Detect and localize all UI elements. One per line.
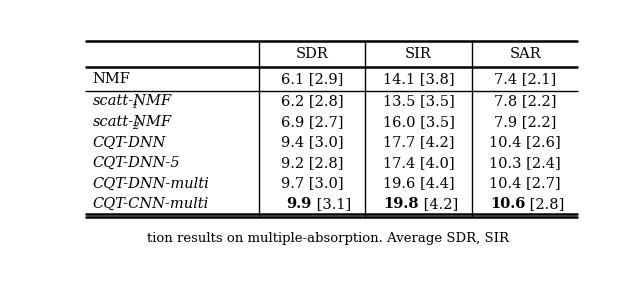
Text: 10.4 [2.6]: 10.4 [2.6] [490, 135, 561, 149]
Text: 2: 2 [132, 122, 138, 131]
Text: 1: 1 [132, 101, 138, 110]
Text: 7.4 [2.1]: 7.4 [2.1] [494, 72, 556, 86]
Text: CQT-DNN-5: CQT-DNN-5 [92, 156, 180, 170]
Text: 17.4 [4.0]: 17.4 [4.0] [383, 156, 454, 170]
Text: 6.1 [2.9]: 6.1 [2.9] [281, 72, 343, 86]
Text: [3.1]: [3.1] [312, 197, 351, 211]
Text: 13.5 [3.5]: 13.5 [3.5] [383, 94, 454, 108]
Text: 19.8: 19.8 [383, 197, 419, 211]
Text: 9.2 [2.8]: 9.2 [2.8] [280, 156, 343, 170]
Text: NMF: NMF [92, 72, 131, 86]
Text: 10.3 [2.4]: 10.3 [2.4] [490, 156, 561, 170]
Text: [2.8]: [2.8] [525, 197, 564, 211]
Text: 7.9 [2.2]: 7.9 [2.2] [494, 115, 556, 129]
Text: SAR: SAR [509, 47, 541, 61]
Text: 9.4 [3.0]: 9.4 [3.0] [280, 135, 343, 149]
Text: 6.9 [2.7]: 6.9 [2.7] [280, 115, 343, 129]
Text: [4.2]: [4.2] [419, 197, 458, 211]
Text: 9.7 [3.0]: 9.7 [3.0] [280, 176, 343, 190]
Text: 19.6 [4.4]: 19.6 [4.4] [383, 176, 454, 190]
Text: CQT-DNN-multi: CQT-DNN-multi [92, 176, 209, 190]
Text: 9.9: 9.9 [287, 197, 312, 211]
Text: 14.1 [3.8]: 14.1 [3.8] [383, 72, 454, 86]
Text: scatt-NMF: scatt-NMF [92, 94, 172, 108]
Text: 6.2 [2.8]: 6.2 [2.8] [280, 94, 343, 108]
Text: CQT-DNN: CQT-DNN [92, 135, 166, 149]
Text: 17.7 [4.2]: 17.7 [4.2] [383, 135, 454, 149]
Text: SIR: SIR [405, 47, 432, 61]
Text: SDR: SDR [296, 47, 328, 61]
Text: 16.0 [3.5]: 16.0 [3.5] [383, 115, 454, 129]
Text: 10.4 [2.7]: 10.4 [2.7] [490, 176, 561, 190]
Text: 10.6: 10.6 [490, 197, 525, 211]
Text: tion results on multiple-absorption. Average SDR, SIR: tion results on multiple-absorption. Ave… [147, 232, 509, 245]
Text: 7.8 [2.2]: 7.8 [2.2] [494, 94, 556, 108]
Text: CQT-CNN-multi: CQT-CNN-multi [92, 197, 209, 211]
Text: scatt-NMF: scatt-NMF [92, 115, 172, 129]
